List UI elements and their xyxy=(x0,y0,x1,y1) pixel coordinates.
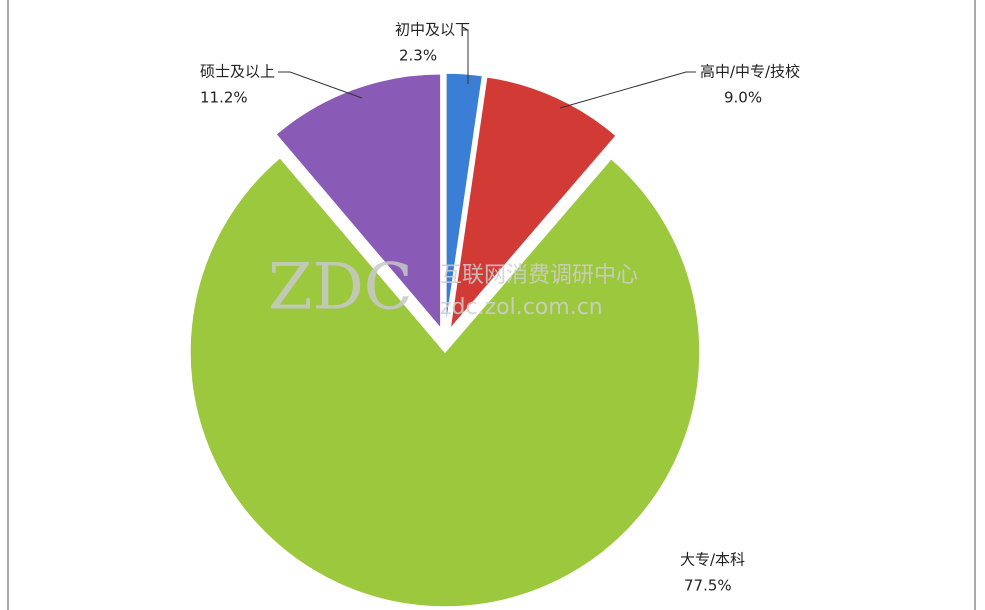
watermark-logo: ZDC xyxy=(268,251,413,325)
slice-value-label: 2.3% xyxy=(399,47,437,65)
watermark-url: zdc.zol.com.cn xyxy=(440,295,603,320)
pie-slice xyxy=(274,72,442,331)
slice-value-label: 77.5% xyxy=(684,577,732,595)
leader-line xyxy=(559,71,696,109)
slice-label: 大专/本科 xyxy=(680,551,745,569)
pie-slice xyxy=(448,75,618,332)
pie-slice xyxy=(445,72,484,329)
watermark-name: 互联网消费调研中心 xyxy=(440,263,638,288)
leader-line xyxy=(463,29,469,84)
watermark: ZDC 互联网消费调研中心 zdc.zol.com.cn xyxy=(268,251,638,325)
slice-label: 高中/中专/技校 xyxy=(700,63,800,81)
leader-line xyxy=(278,71,363,99)
slice-label: 初中及以下 xyxy=(395,21,470,39)
pie-slice xyxy=(189,156,701,608)
slice-label: 硕士及以上 xyxy=(200,63,275,81)
pie xyxy=(189,72,701,608)
slice-value-label: 9.0% xyxy=(724,89,762,107)
slice-value-label: 11.2% xyxy=(200,89,248,107)
